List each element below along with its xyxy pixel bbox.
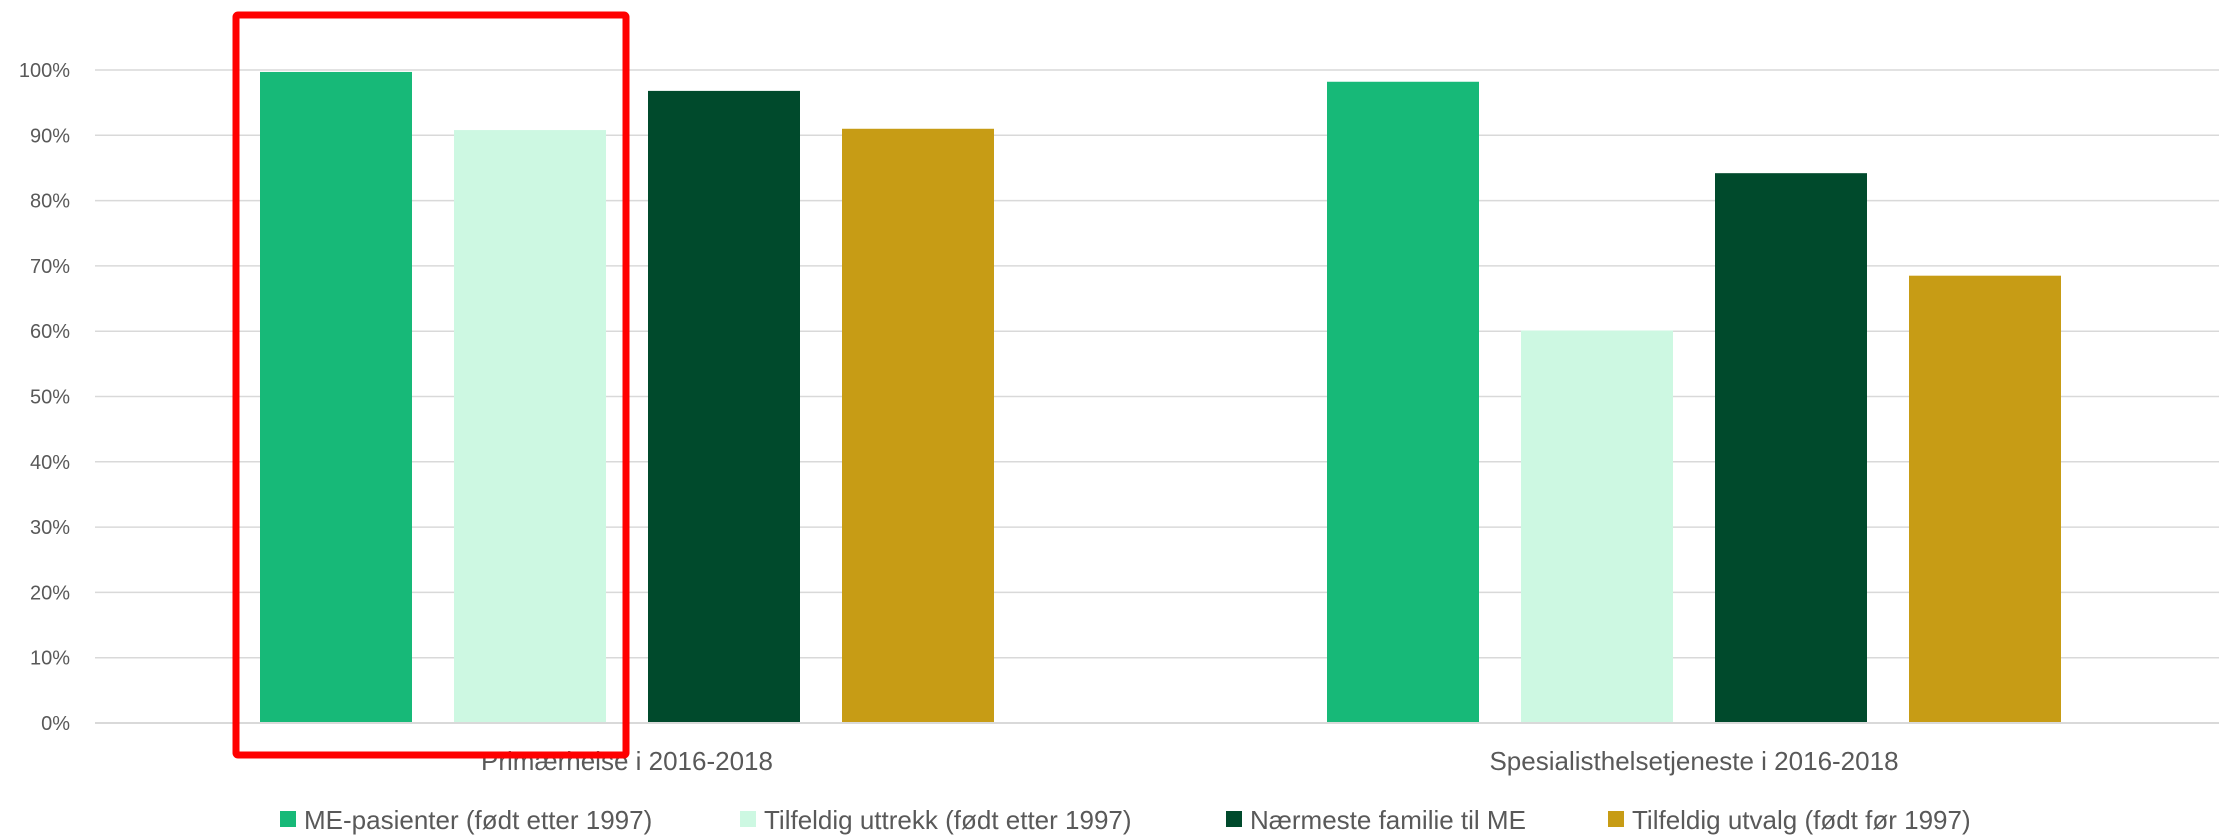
legend-swatch: [280, 811, 296, 827]
y-tick-label: 20%: [30, 582, 70, 604]
y-tick-label: 60%: [30, 321, 70, 343]
category-labels: Primærhelse i 2016-2018 Spesialisthelsetj…: [481, 746, 1899, 776]
bars: [260, 71, 2061, 724]
bar-1-1: [260, 71, 412, 724]
y-tick-label: 70%: [30, 256, 70, 278]
y-tick-label: 100%: [19, 60, 70, 82]
legend-label: Tilfeldig uttrekk (født etter 1997): [764, 805, 1132, 835]
legend-label: Nærmeste familie til ME: [1250, 805, 1526, 835]
y-tick-label: 50%: [30, 387, 70, 409]
gridlines: [95, 69, 2219, 659]
legend-swatch: [1226, 811, 1242, 827]
bar-2-4: [1909, 275, 2061, 723]
y-tick-label: 40%: [30, 452, 70, 474]
highlight-annotation: [232, 11, 630, 759]
y-tick-label: 10%: [30, 648, 70, 670]
bar-2-1: [1327, 81, 1479, 723]
bar-1-4: [842, 128, 994, 723]
y-tick-label: 90%: [30, 125, 70, 147]
legend-swatch: [740, 811, 756, 827]
y-tick-label: 80%: [30, 191, 70, 213]
legend: ME-pasienter (født etter 1997) Tilfeldig …: [280, 805, 1971, 835]
bar-2-3: [1715, 173, 1867, 723]
y-tick-label: 30%: [30, 517, 70, 539]
bar-1-3: [648, 90, 800, 724]
legend-label: Tilfeldig utvalg (født før 1997): [1632, 805, 1971, 835]
bar-2-2: [1521, 330, 1673, 723]
y-tick-label: 0%: [41, 713, 70, 735]
y-axis-tick-labels: 0% 10% 20% 30% 40% 50% 60% 70% 80% 90% 100%: [19, 60, 70, 735]
highlight-box: [232, 11, 630, 759]
bar-1-2: [454, 130, 606, 724]
legend-label: ME-pasienter (født etter 1997): [304, 805, 652, 835]
category-label: Spesialisthelsetjeneste i 2016-2018: [1489, 746, 1898, 776]
legend-swatch: [1608, 811, 1624, 827]
